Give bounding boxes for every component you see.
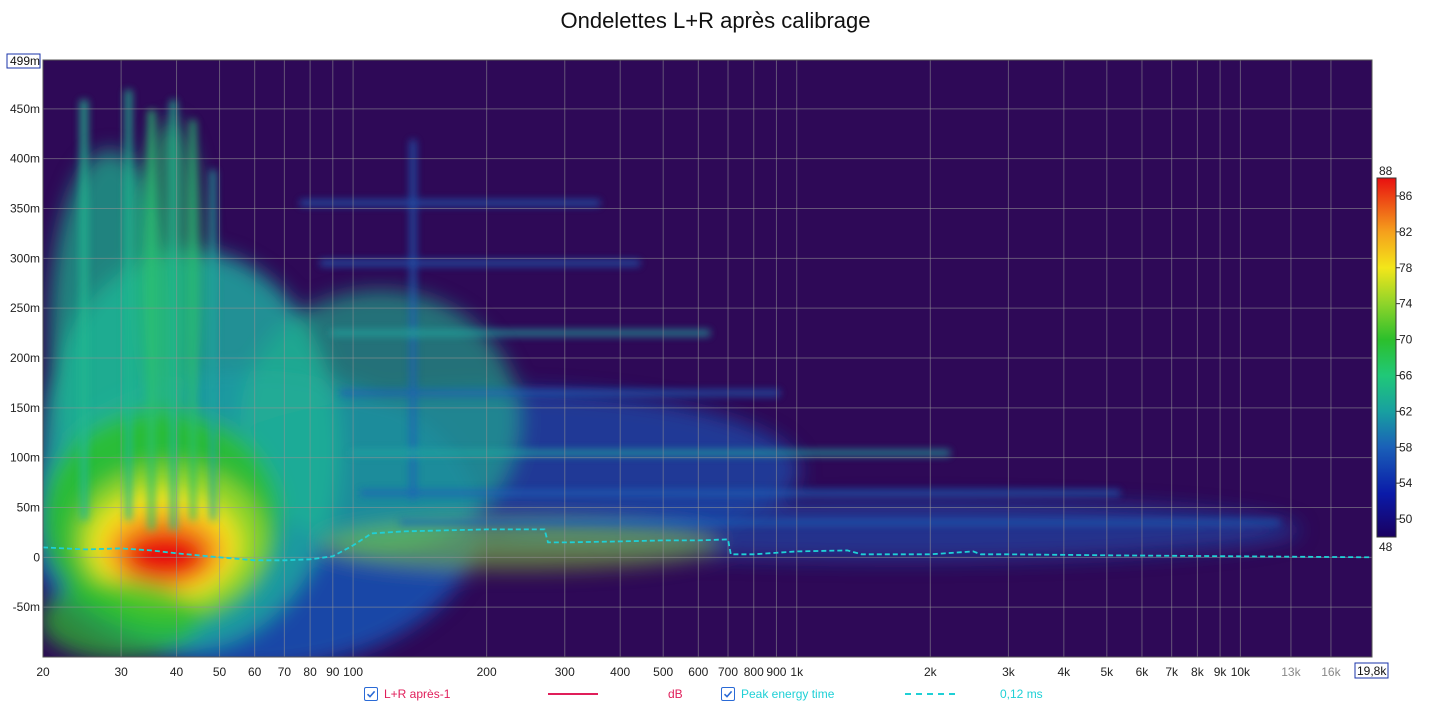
x-tick-label: 20 — [36, 665, 50, 679]
x-tick-label: 9k — [1214, 665, 1228, 679]
x-tick-label: 80 — [303, 665, 317, 679]
y-tick-label: 300m — [10, 251, 40, 265]
x-tick-label: 60 — [248, 665, 262, 679]
x-tick-label: 5k — [1100, 665, 1114, 679]
x-tick-label: 1k — [790, 665, 804, 679]
y-tick-label: 400m — [10, 152, 40, 166]
x-tick-label: 600 — [688, 665, 708, 679]
x-tick-label: 50 — [213, 665, 227, 679]
x-tick-label: 13k — [1281, 665, 1301, 679]
x-tick-label: 7k — [1165, 665, 1179, 679]
series-peak-energy-time — [42, 528, 1373, 562]
y-tick-label: 150m — [10, 401, 40, 415]
x-tick-label: 90 — [326, 665, 340, 679]
legend-value: 0,12 ms — [1000, 687, 1043, 701]
y-tick-label: 450m — [10, 102, 40, 116]
legend-label-l-r: L+R après-1 — [384, 687, 451, 701]
x-tick-label: 30 — [114, 665, 128, 679]
colorbar-min-label: 48 — [1379, 540, 1393, 554]
colorbar-tick-label: 70 — [1399, 333, 1413, 347]
x-tick-label: 40 — [170, 665, 184, 679]
y-tick-label: -50m — [13, 600, 40, 614]
colorbar-max-label: 88 — [1379, 164, 1393, 178]
legend-line-peak-energy — [905, 685, 955, 703]
y-tick-label: 50m — [17, 501, 40, 515]
x-tick-label: 70 — [278, 665, 292, 679]
y-top-marker[interactable]: 499m — [6, 53, 41, 69]
x-tick-label: 16k — [1321, 665, 1341, 679]
x-tick-label: 900 — [766, 665, 786, 679]
x-tick-label: 400 — [610, 665, 630, 679]
x-tick-label: 4k — [1057, 665, 1071, 679]
y-tick-label: 0 — [33, 550, 40, 564]
checkbox-l-r[interactable] — [364, 687, 378, 701]
x-end-marker[interactable]: 19,8k — [1354, 662, 1389, 679]
y-tick-label: 200m — [10, 351, 40, 365]
legend-line-l-r — [548, 685, 598, 703]
y-tick-label: 350m — [10, 202, 40, 216]
x-tick-label: 500 — [653, 665, 673, 679]
x-tick-label: 300 — [555, 665, 575, 679]
checkbox-peak-energy[interactable] — [721, 687, 735, 701]
colorbar-tick-label: 62 — [1399, 404, 1413, 418]
y-tick-label: 100m — [10, 451, 40, 465]
x-tick-label: 3k — [1002, 665, 1016, 679]
x-tick-label: 8k — [1191, 665, 1205, 679]
legend-unit: dB — [668, 687, 683, 701]
legend-label-peak-energy: Peak energy time — [741, 687, 835, 701]
svg-text:19,8k: 19,8k — [1357, 664, 1387, 678]
y-axis-ticks: -50m 0 50m 100m 150m 200m 250m 300m 350m 400m 450m — [10, 102, 40, 614]
x-tick-label: 100 — [343, 665, 363, 679]
colorbar-tick-label: 82 — [1399, 225, 1413, 239]
colorbar-tick-label: 86 — [1399, 189, 1413, 203]
y-tick-label: 250m — [10, 301, 40, 315]
chart-title: Ondelettes L+R après calibrage — [560, 8, 871, 33]
x-tick-label: 200 — [477, 665, 497, 679]
colorbar: 88 48 50 54 58 62 66 70 74 78 82 86 — [1376, 164, 1413, 554]
svg-text:499m: 499m — [10, 54, 40, 68]
legend-item-l-r[interactable]: L+R après-1 — [364, 685, 450, 703]
colorbar-tick-label: 74 — [1399, 297, 1413, 311]
colorbar-tick-label: 78 — [1399, 261, 1413, 275]
colorbar-tick-label: 66 — [1399, 368, 1413, 382]
x-tick-label: 6k — [1136, 665, 1150, 679]
colorbar-tick-label: 58 — [1399, 440, 1413, 454]
x-tick-label: 800 — [744, 665, 764, 679]
x-tick-label: 700 — [718, 665, 738, 679]
x-axis-ticks: 20 30 40 50 60 70 80 90 100 200 300 400 500 600 700 800… — [36, 665, 1341, 679]
colorbar-tick-label: 50 — [1399, 512, 1413, 526]
legend-item-peak-energy[interactable]: Peak energy time — [721, 685, 834, 703]
colorbar-tick-label: 54 — [1399, 476, 1413, 490]
x-tick-label: 2k — [924, 665, 938, 679]
x-tick-label: 10k — [1231, 665, 1251, 679]
